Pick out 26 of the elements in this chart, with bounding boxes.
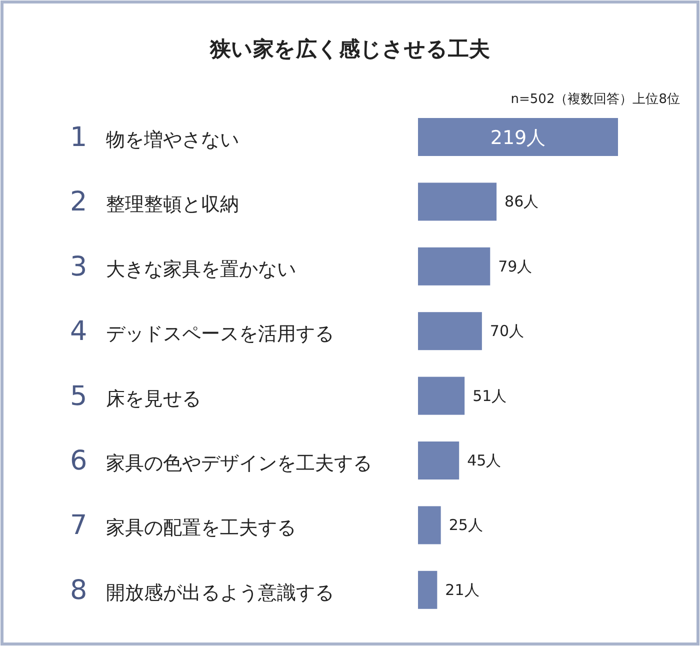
y-tick-label: 1 物を増やさない [70, 122, 239, 153]
annotation: n=502（複数回答）上位8位 [510, 92, 680, 107]
bar [418, 182, 497, 221]
y-tick-label: 8 開放感が出るよう意識する [70, 574, 334, 606]
y-tick-label: 6 家具の色やデザインを工夫する [70, 446, 372, 476]
data-label: 219人 [490, 127, 546, 149]
data-label: 70人 [490, 322, 524, 340]
y-tick-label: 5 床を見せる [70, 380, 201, 412]
data-label: 86人 [504, 192, 539, 211]
y-tick-label: 2 整理整頓と収納 [70, 186, 239, 218]
y-tick-label: 4 デッドスペースを活用する [70, 316, 334, 348]
bar [418, 312, 482, 350]
bar [418, 570, 438, 609]
data-label: 79人 [498, 257, 532, 276]
bar [418, 376, 465, 415]
bar [418, 247, 490, 286]
data-label: 25人 [448, 516, 483, 534]
bar [418, 442, 460, 480]
data-label: 51人 [472, 386, 507, 405]
data-label: 45人 [467, 452, 502, 470]
bar [418, 506, 441, 544]
bar [418, 118, 618, 156]
chart-title: 狭い家を広く感じさせる工夫 [209, 37, 490, 61]
data-label: 21人 [445, 580, 480, 599]
y-tick-label: 7 家具の配置を工夫する [70, 510, 296, 542]
y-tick-label: 3 大きな家具を置かない [70, 251, 296, 282]
